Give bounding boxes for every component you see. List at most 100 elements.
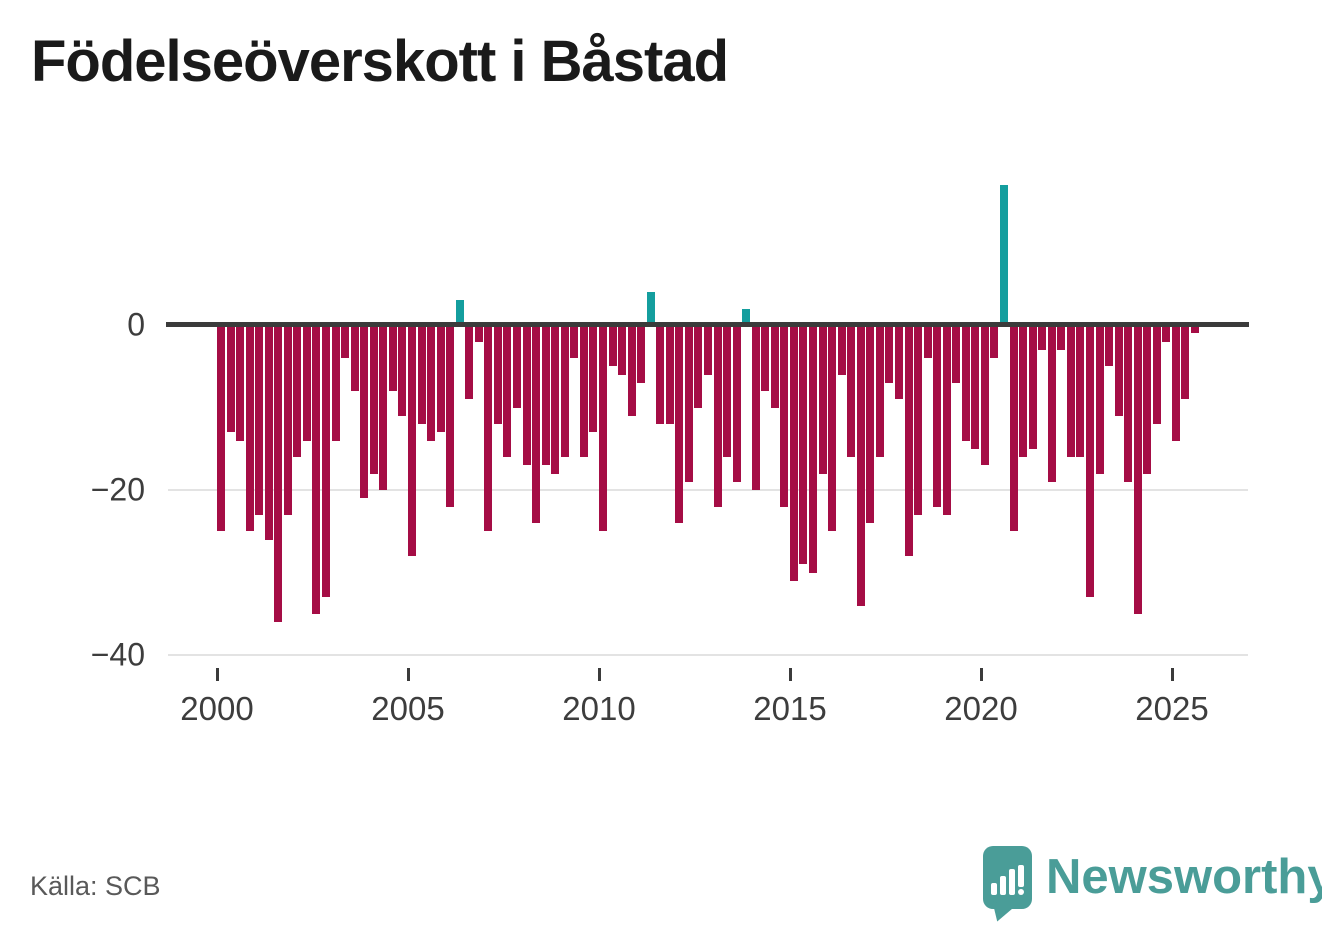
logo-exclamation-dot [1018,889,1024,895]
newsworthy-logo-text: Newsworthy [1046,850,1322,904]
x-tick-label-2025: 2025 [1135,690,1209,727]
bar-2009-q2 [570,325,579,358]
bar-2014-q1 [751,325,760,490]
bar-2007-q4 [513,325,522,408]
y-tick-label-0: 0 [127,306,145,343]
newsworthy-logo-icon [983,846,1032,925]
bar-2001-q1 [255,325,264,515]
bar-2012-q3 [694,325,703,408]
x-tick-2025 [1170,668,1174,681]
bar-2004-q2 [379,325,388,490]
zero-axis-line [166,322,1249,327]
bar-2017-q4 [894,325,903,400]
bar-2024-q1 [1133,325,1142,614]
bar-2021-q2 [1028,325,1037,449]
bar-2009-q4 [589,325,598,433]
bar-2008-q4 [551,325,560,474]
bar-2021-q4 [1047,325,1056,482]
bar-2019-q2 [952,325,961,383]
bar-2004-q3 [388,325,397,391]
bar-2008-q1 [522,325,531,466]
y-tick-label--40: −40 [90,636,145,673]
bar-2016-q3 [847,325,856,457]
x-tick-label-2000: 2000 [180,690,254,727]
bar-2013-q3 [732,325,741,482]
bar-2020-q4 [1009,325,1018,532]
bar-2015-q1 [789,325,798,581]
bar-2017-q2 [875,325,884,457]
bar-2010-q4 [627,325,636,416]
bar-2000-q3 [236,325,245,441]
bar-2012-q4 [703,325,712,375]
bar-2003-q2 [341,325,350,358]
bar-2011-q3 [656,325,665,424]
bar-2004-q1 [369,325,378,474]
bar-2023-q2 [1105,325,1114,367]
bar-2002-q2 [302,325,311,441]
bar-2008-q2 [532,325,541,523]
bar-2007-q1 [484,325,493,532]
bar-2014-q4 [780,325,789,507]
bar-2002-q3 [312,325,321,614]
bar-2006-q4 [474,325,483,342]
bar-2012-q2 [684,325,693,482]
bar-2001-q2 [264,325,273,540]
bar-2015-q2 [799,325,808,565]
bar-2018-q3 [923,325,932,358]
bar-2017-q3 [885,325,894,383]
bar-2006-q2 [455,300,464,325]
x-tick-2020 [979,668,983,681]
bar-2003-q1 [331,325,340,441]
bar-2018-q2 [914,325,923,515]
bar-2016-q1 [828,325,837,532]
bar-2016-q2 [837,325,846,375]
bar-2003-q3 [350,325,359,391]
bar-2003-q4 [360,325,369,499]
bar-2002-q1 [293,325,302,457]
logo-exclamation [1018,865,1024,887]
bar-2019-q3 [961,325,970,441]
x-tick-2005 [406,668,410,681]
bar-2000-q1 [217,325,225,532]
x-tick-label-2015: 2015 [753,690,827,727]
logo-bar-medium [1000,876,1006,895]
x-tick-label-2010: 2010 [562,690,636,727]
bar-2013-q1 [713,325,722,507]
bar-2019-q4 [971,325,980,449]
bar-2011-q4 [665,325,674,424]
bar-2005-q4 [436,325,445,433]
bar-2023-q3 [1114,325,1123,416]
logo-bar-large [1009,869,1015,895]
x-tick-label-2020: 2020 [944,690,1018,727]
x-tick-label-2005: 2005 [371,690,445,727]
gridline--20 [168,489,1248,491]
bar-2005-q2 [417,325,426,424]
bar-2025-q3 [1190,325,1199,334]
bar-2014-q3 [770,325,779,408]
bar-2013-q4 [742,308,751,325]
bar-2022-q1 [1057,325,1066,350]
bar-2022-q4 [1085,325,1094,598]
bar-2010-q3 [618,325,627,375]
x-tick-2010 [597,668,601,681]
logo-bar-small [991,883,997,895]
bar-2021-q3 [1038,325,1047,350]
speech-bubble-tail [986,901,1014,925]
bar-2012-q1 [675,325,684,523]
bar-2007-q2 [493,325,502,424]
x-tick-2015 [788,668,792,681]
bar-2019-q1 [942,325,951,515]
bar-2010-q1 [598,325,607,532]
bar-2013-q2 [723,325,732,457]
bar-2001-q3 [274,325,283,622]
bar-2008-q3 [541,325,550,466]
bar-2023-q4 [1124,325,1133,482]
bar-2025-q1 [1171,325,1180,441]
bar-2004-q4 [398,325,407,416]
bar-2016-q4 [856,325,865,606]
bar-2021-q1 [1019,325,1028,457]
bar-2002-q4 [322,325,331,598]
bar-2018-q4 [933,325,942,507]
bar-2022-q3 [1076,325,1085,457]
